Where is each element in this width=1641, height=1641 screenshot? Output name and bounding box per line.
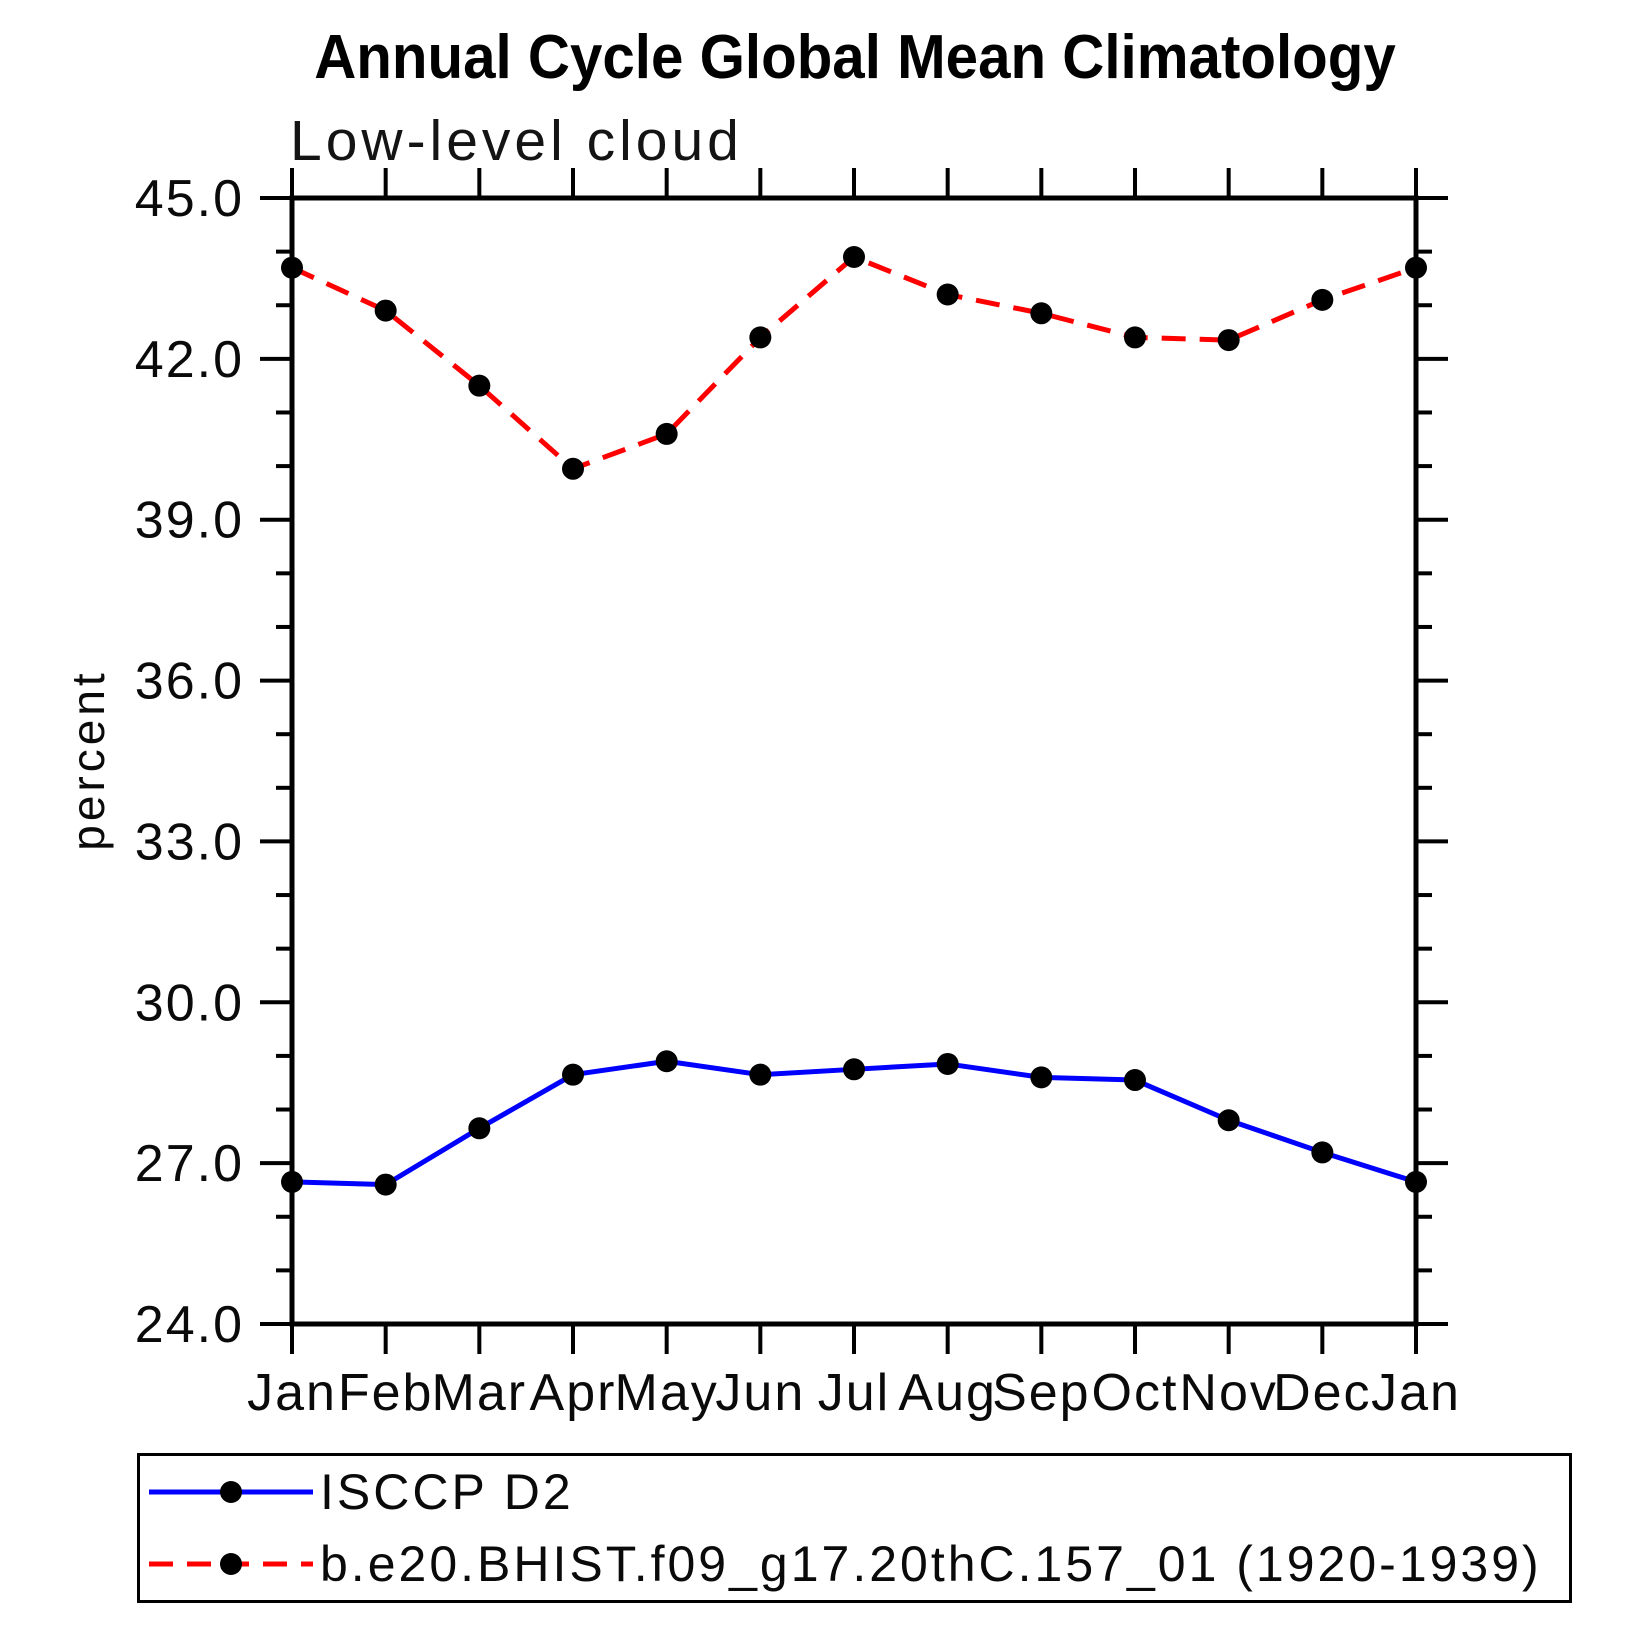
legend-marker-dot (220, 1553, 242, 1575)
data-point-0 (281, 1170, 303, 1193)
legend-row-model: b.e20.BHIST.f09_g17.20thC.157_01 (1920-1… (140, 1528, 1569, 1600)
data-point-1 (1217, 329, 1240, 352)
data-point-0 (1124, 1069, 1146, 1092)
data-point-0 (1217, 1109, 1240, 1132)
legend-sample-dashed-line (149, 1553, 313, 1575)
plot-frame (289, 195, 1419, 1327)
x-tick-label: Apr (530, 1364, 617, 1422)
legend-label-isccp: ISCCP D2 (320, 1464, 574, 1520)
legend-row-isccp: ISCCP D2 (140, 1456, 1569, 1528)
y-tick-label: 42.0 (135, 331, 244, 389)
legend-box: ISCCP D2 b.e20.BHIST.f09_g17.20thC.157_0… (137, 1453, 1572, 1603)
data-point-1 (843, 245, 865, 268)
legend-marker-dot (220, 1481, 242, 1503)
y-tick-label: 45.0 (135, 170, 244, 228)
data-point-1 (281, 256, 303, 279)
x-tick-label: Jul (818, 1364, 890, 1422)
y-tick-label: 36.0 (135, 653, 244, 711)
data-point-0 (936, 1052, 959, 1075)
x-tick-label: Nov (1179, 1364, 1277, 1422)
legend-label-model: b.e20.BHIST.f09_g17.20thC.157_01 (1920-1… (320, 1536, 1542, 1592)
data-point-1 (1124, 326, 1146, 349)
data-point-1 (749, 326, 772, 349)
data-point-0 (374, 1173, 397, 1196)
x-tick-label: Sep (992, 1364, 1091, 1422)
y-tick-label: 27.0 (135, 1135, 244, 1193)
x-tick-label: May (615, 1364, 719, 1422)
data-point-1 (936, 283, 959, 306)
x-tick-label: Jun (715, 1364, 805, 1422)
data-point-0 (562, 1063, 584, 1086)
data-point-1 (562, 457, 584, 480)
data-point-1 (1405, 256, 1427, 279)
data-point-0 (843, 1058, 865, 1081)
chart-subtitle: Low-level cloud (290, 109, 743, 173)
data-point-1 (1030, 302, 1053, 325)
data-point-1 (1311, 288, 1334, 311)
x-tick-label: Jan (247, 1364, 337, 1422)
x-tick-label: Mar (432, 1364, 528, 1422)
x-tick-label: Dec (1273, 1364, 1371, 1422)
series-line-1 (290, 254, 1417, 472)
data-point-0 (1311, 1141, 1334, 1164)
data-point-0 (468, 1117, 491, 1140)
data-point-0 (749, 1063, 772, 1086)
data-point-0 (1405, 1170, 1427, 1193)
data-point-0 (1030, 1066, 1053, 1089)
data-point-1 (655, 422, 678, 445)
x-tick-label: Aug (898, 1364, 997, 1422)
y-tick-label: 39.0 (135, 492, 244, 550)
x-tick-label: Jan (1371, 1364, 1461, 1422)
y-tick-label: 33.0 (135, 813, 244, 871)
data-point-1 (374, 299, 397, 322)
data-point-1 (468, 374, 491, 397)
x-tick-label: Oct (1092, 1364, 1179, 1422)
x-tick-label: Feb (338, 1364, 434, 1422)
chart-title: Annual Cycle Global Mean Climatology (314, 23, 1396, 92)
y-tick-label: 30.0 (135, 974, 244, 1032)
legend-sample-solid-line (149, 1481, 313, 1503)
y-tick-label: 24.0 (135, 1296, 244, 1354)
data-point-0 (655, 1050, 678, 1073)
